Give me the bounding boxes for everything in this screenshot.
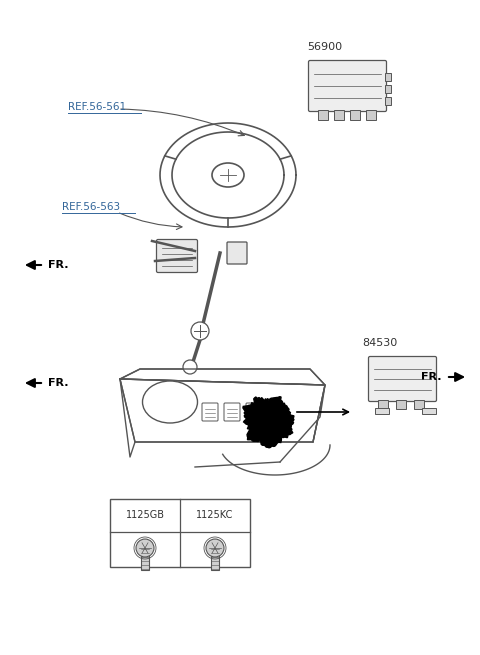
Polygon shape — [120, 369, 325, 385]
Text: REF.56-563: REF.56-563 — [62, 202, 120, 212]
Polygon shape — [120, 379, 325, 442]
Bar — [366, 110, 376, 120]
Text: REF.56-561: REF.56-561 — [68, 102, 126, 112]
Bar — [414, 400, 424, 409]
Bar — [385, 85, 391, 93]
Bar — [334, 110, 344, 120]
FancyBboxPatch shape — [156, 240, 197, 272]
Ellipse shape — [212, 163, 244, 187]
Bar — [385, 97, 391, 105]
Bar — [211, 548, 219, 570]
FancyBboxPatch shape — [202, 403, 218, 421]
Text: FR.: FR. — [48, 378, 69, 388]
FancyBboxPatch shape — [227, 242, 247, 264]
Text: 1125KC: 1125KC — [196, 510, 234, 520]
FancyBboxPatch shape — [309, 60, 386, 111]
Bar — [110, 499, 250, 567]
FancyBboxPatch shape — [246, 403, 262, 421]
Bar — [141, 548, 149, 570]
Bar — [385, 73, 391, 81]
FancyBboxPatch shape — [369, 356, 436, 402]
Bar — [375, 408, 389, 414]
Circle shape — [183, 360, 197, 374]
Text: 1125GB: 1125GB — [125, 510, 165, 520]
Text: 56900: 56900 — [307, 42, 343, 52]
Bar — [378, 400, 388, 409]
Bar — [422, 408, 436, 414]
Circle shape — [191, 322, 209, 340]
Bar — [350, 110, 360, 120]
Text: 84530: 84530 — [362, 338, 397, 348]
Polygon shape — [243, 397, 294, 448]
Text: FR.: FR. — [421, 372, 442, 382]
Text: FR.: FR. — [48, 260, 69, 270]
Bar — [396, 400, 406, 409]
Bar — [318, 110, 328, 120]
Circle shape — [206, 539, 224, 557]
Circle shape — [136, 539, 154, 557]
Ellipse shape — [143, 381, 197, 423]
FancyBboxPatch shape — [224, 403, 240, 421]
